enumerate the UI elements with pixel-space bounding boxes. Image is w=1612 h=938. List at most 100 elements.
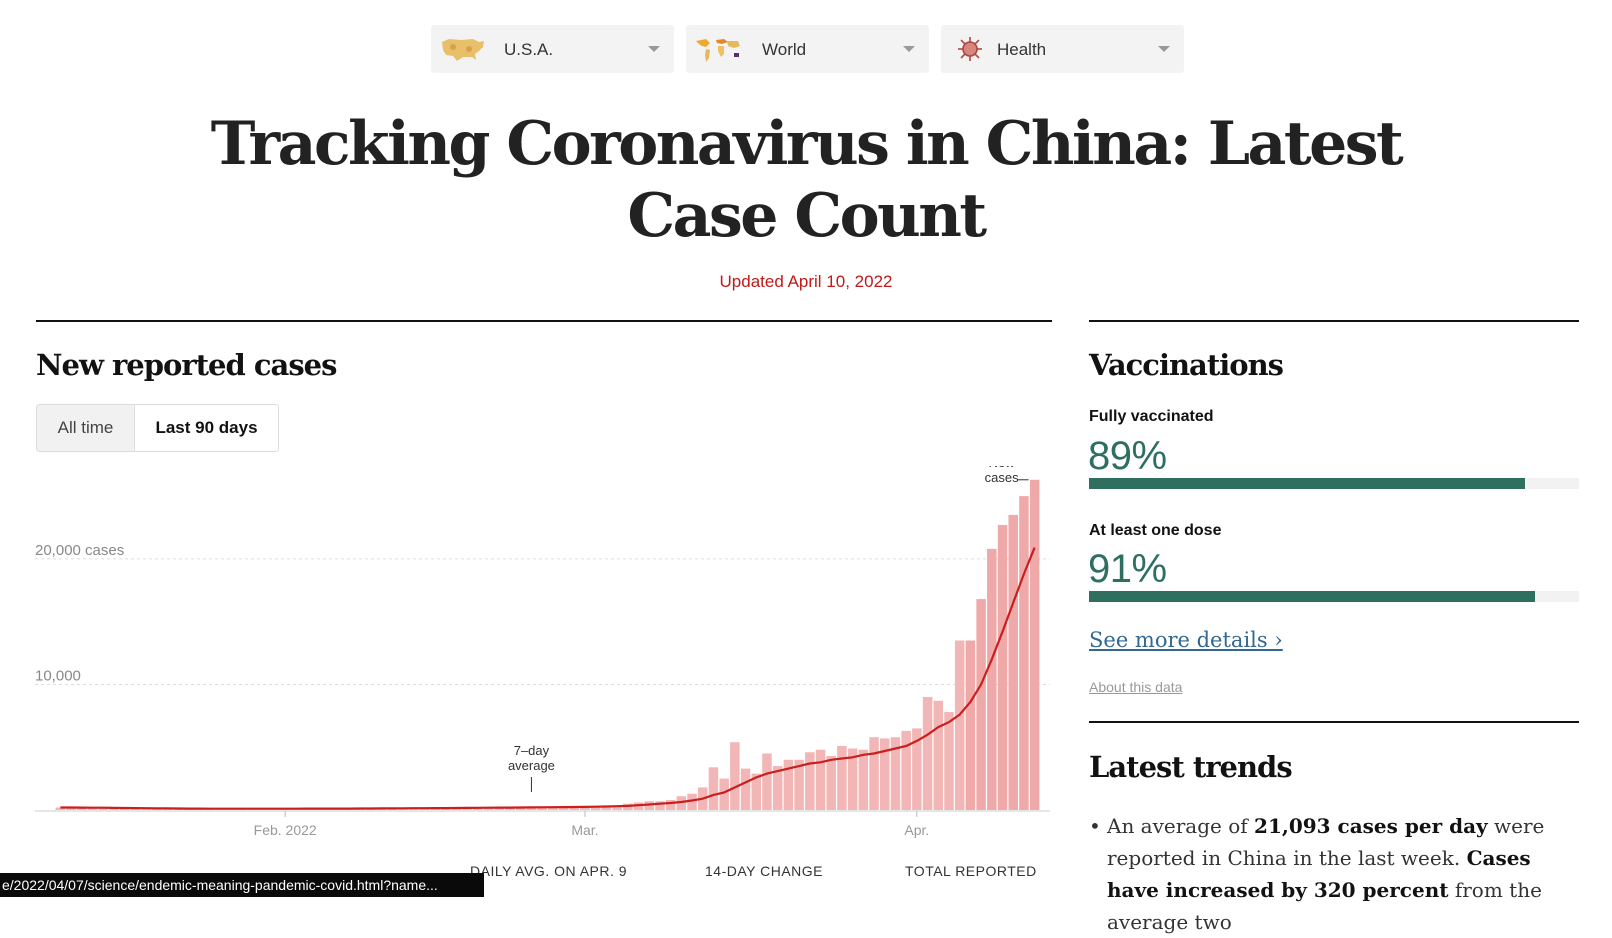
- case-bar: [815, 749, 826, 810]
- case-bar: [687, 793, 697, 810]
- bullet-icon: •: [1089, 814, 1101, 838]
- case-bar: [558, 806, 569, 810]
- case-bar: [890, 737, 901, 810]
- case-bar: [730, 742, 740, 810]
- case-bar: [1008, 514, 1018, 810]
- case-bar: [912, 728, 922, 810]
- cases-section-divider: [36, 320, 1052, 322]
- x-tick-label: Mar.: [571, 822, 598, 838]
- x-tick-label: Apr.: [904, 822, 929, 838]
- browser-status-bar: e/2022/04/07/science/endemic-meaning-pan…: [0, 873, 484, 897]
- avg-annotation-label: 7–day: [514, 743, 550, 758]
- trend-text-part: were reported in China in the last week.: [1107, 814, 1545, 870]
- trends-section-divider: [1089, 721, 1579, 723]
- case-bar: [494, 807, 505, 810]
- case-bar: [612, 805, 622, 810]
- case-bar: [98, 808, 108, 810]
- case-bar: [1029, 479, 1040, 810]
- case-bar: [580, 806, 590, 810]
- case-bar: [55, 807, 66, 810]
- case-bar: [997, 524, 1008, 810]
- health-dropdown[interactable]: Health: [941, 25, 1184, 73]
- new-cases-annotation-label: cases: [985, 470, 1019, 485]
- case-bar: [708, 767, 719, 810]
- page-title-line1: Tracking Coronavirus in China: Latest: [210, 109, 1404, 179]
- usa-dropdown[interactable]: U.S.A.: [431, 25, 674, 73]
- last-90-days-button[interactable]: Last 90 days: [135, 404, 279, 452]
- trend-average-cases: 21,093 cases per day: [1254, 814, 1488, 838]
- virus-icon: [958, 37, 982, 61]
- case-bar: [740, 768, 751, 810]
- health-dropdown-label: Health: [997, 40, 1047, 59]
- case-bar: [933, 700, 944, 810]
- case-bar: [119, 808, 130, 810]
- case-bar: [805, 752, 815, 810]
- chevron-down-icon: [903, 46, 915, 52]
- case-bar: [590, 806, 601, 810]
- fully-vaccinated-label: Fully vaccinated: [1089, 408, 1214, 425]
- case-bar: [987, 548, 997, 810]
- about-this-data-link[interactable]: About this data: [1089, 679, 1183, 695]
- case-bar: [87, 807, 98, 810]
- see-more-details-link[interactable]: See more details ›: [1089, 628, 1283, 652]
- case-bar: [783, 759, 794, 810]
- fully-vaccinated-bar-fill: [1089, 478, 1526, 489]
- case-bar: [794, 759, 804, 810]
- world-map-icon: [696, 39, 740, 62]
- case-bar: [655, 801, 665, 810]
- new-cases-annotation-label: New: [989, 466, 1016, 470]
- fully-vaccinated-bar: [1089, 478, 1579, 489]
- world-dropdown-label: World: [762, 40, 807, 59]
- chevron-down-icon: [648, 46, 660, 52]
- daily-avg-label: DAILY AVG. ON APR. 9: [470, 863, 628, 879]
- usa-map-icon: [442, 39, 484, 61]
- case-bar: [77, 807, 87, 810]
- vaccinations-section-divider: [1089, 320, 1579, 322]
- updated-date: Updated April 10, 2022: [719, 272, 893, 291]
- usa-dropdown-label: U.S.A.: [504, 40, 554, 59]
- case-bar: [901, 730, 911, 810]
- case-bar: [569, 806, 580, 810]
- case-bar: [548, 807, 558, 810]
- case-bar: [837, 745, 847, 810]
- page-title-line2: Case Count: [627, 181, 987, 251]
- case-bar: [665, 799, 676, 810]
- case-bar: [483, 807, 494, 810]
- case-bar: [515, 807, 526, 810]
- time-range-toggle: All time Last 90 days: [36, 404, 279, 452]
- latest-trends-title: Latest trends: [1089, 750, 1293, 784]
- one-dose-label: At least one dose: [1089, 522, 1222, 539]
- case-bar: [1019, 496, 1029, 810]
- fourteen-day-change-label: 14-DAY CHANGE: [705, 863, 824, 879]
- x-tick-label: Feb. 2022: [254, 822, 317, 838]
- one-dose-bar-fill: [1089, 591, 1535, 602]
- all-time-button[interactable]: All time: [36, 404, 135, 452]
- case-bar: [762, 753, 772, 810]
- case-bar: [601, 806, 612, 810]
- case-bar: [869, 737, 879, 810]
- trend-text: An average of 21,093 cases per day were …: [1107, 810, 1577, 938]
- vaccinations-title: Vaccinations: [1089, 348, 1284, 382]
- case-bar: [772, 766, 783, 810]
- case-bar: [505, 807, 515, 810]
- case-bar: [719, 778, 729, 810]
- cases-chart: 10,000 20,000 cases Feb. 2022 Mar. Apr. 7–day…: [35, 466, 1050, 838]
- case-bar: [880, 738, 890, 810]
- page-title: Tracking Coronavirus in China: Latest Ca…: [0, 108, 1612, 252]
- case-bar: [751, 773, 762, 810]
- chevron-down-icon: [1158, 46, 1170, 52]
- fully-vaccinated-percent: 89%: [1088, 434, 1167, 478]
- case-bar: [922, 697, 933, 810]
- case-bar: [858, 749, 869, 810]
- case-bar: [847, 748, 858, 810]
- case-bar: [644, 801, 654, 810]
- case-bar: [976, 599, 986, 810]
- seven-day-average-line: [60, 547, 1036, 810]
- case-bar: [944, 712, 954, 810]
- case-bar: [954, 640, 965, 810]
- cases-section-title: New reported cases: [36, 348, 337, 382]
- world-dropdown[interactable]: World: [686, 25, 929, 73]
- case-bar: [526, 807, 537, 810]
- avg-annotation-label: average: [508, 758, 555, 773]
- trend-text-part: An average of: [1107, 814, 1255, 838]
